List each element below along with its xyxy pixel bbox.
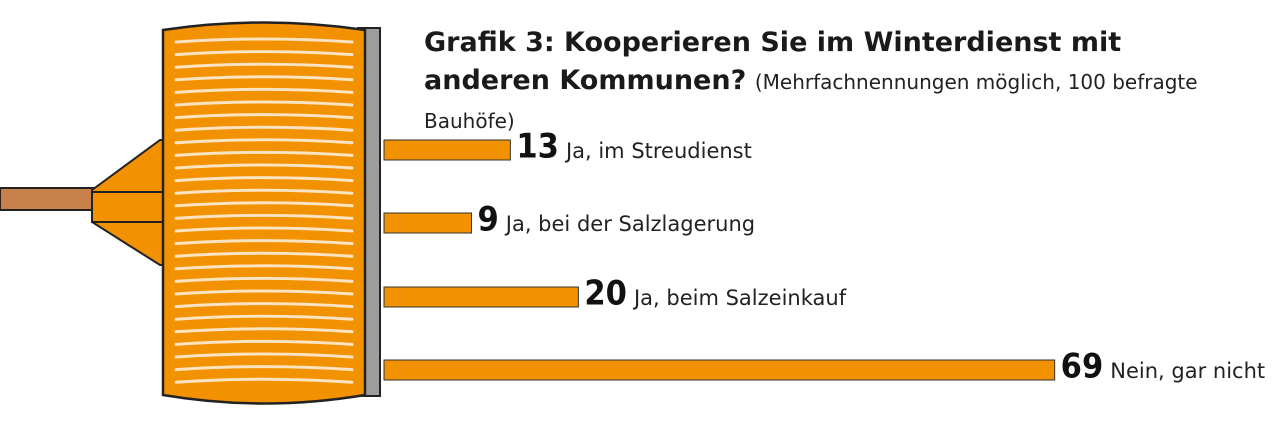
shovel-socket (91, 191, 168, 223)
stripe (174, 150, 354, 157)
stripe (174, 352, 354, 359)
stripe (174, 226, 354, 233)
bar (383, 139, 511, 161)
category-label: Ja, bei der Salzlagerung (504, 212, 755, 236)
stripe (174, 201, 354, 208)
stripe (174, 339, 354, 346)
stripe (174, 37, 354, 44)
shovel-illustration (0, 21, 381, 405)
stripe (174, 75, 354, 82)
stripe (174, 251, 354, 258)
category-label: Ja, beim Salzeinkauf (632, 286, 847, 310)
category-label: Nein, gar nicht (1110, 359, 1265, 383)
title-block: Grafik 3: Kooperieren Sie im Winterdiens… (424, 24, 1224, 140)
bar (383, 359, 1056, 381)
stripe (174, 365, 354, 372)
blade-stripes (174, 37, 354, 384)
stripe (174, 213, 354, 220)
stripe (174, 100, 354, 107)
stripe (174, 302, 354, 309)
bar (383, 212, 472, 234)
stripe (174, 163, 354, 170)
stripe (174, 289, 354, 296)
stripe (174, 50, 354, 57)
category-label: Ja, im Streudienst (564, 139, 752, 163)
bar (383, 286, 579, 308)
value-label: 20 (584, 274, 627, 314)
value-label: 69 (1061, 347, 1104, 387)
chart-title: Grafik 3: Kooperieren Sie im Winterdiens… (424, 27, 1122, 96)
stripe (174, 264, 354, 271)
stripe (174, 87, 354, 94)
stripe (174, 327, 354, 334)
stripe (174, 239, 354, 246)
stripe (174, 377, 354, 384)
chart-subtitle: (Mehrfachnennungen möglich, 100 befragte… (424, 70, 1198, 133)
stripe (174, 276, 354, 283)
stripe (174, 188, 354, 195)
stripe (174, 62, 354, 69)
stripe (174, 125, 354, 132)
value-label: 9 (477, 200, 498, 240)
stripe (174, 314, 354, 321)
stripe (174, 113, 354, 120)
stripe (174, 138, 354, 145)
shovel-blade (161, 21, 367, 405)
stripe (174, 176, 354, 183)
value-label: 13 (516, 127, 559, 167)
